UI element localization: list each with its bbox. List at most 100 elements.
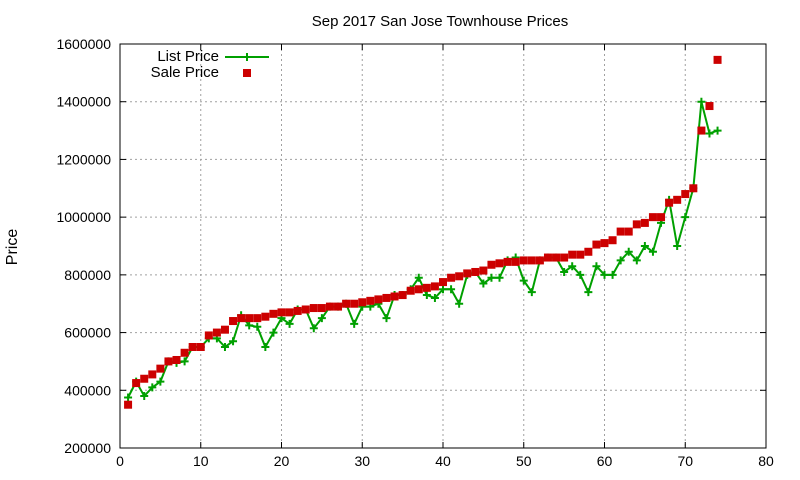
point-list-price: [632, 256, 641, 265]
point-list-price: [156, 377, 165, 386]
point-sale-price: [648, 213, 657, 222]
point-sale-price: [455, 272, 464, 281]
point-list-price: [608, 270, 617, 279]
point-sale-price: [543, 253, 552, 262]
point-sale-price: [309, 304, 318, 313]
point-list-price: [245, 321, 254, 330]
point-sale-price: [511, 257, 520, 266]
point-sale-price: [552, 253, 561, 262]
point-sale-price: [697, 126, 706, 135]
y-tick-label: 600000: [64, 325, 111, 341]
legend: List Price Sale Price: [151, 48, 269, 81]
point-list-price: [350, 319, 359, 328]
point-sale-price: [495, 259, 504, 268]
point-list-price: [317, 314, 326, 323]
point-list-price: [422, 291, 431, 300]
point-sale-price: [479, 266, 488, 275]
point-sale-price: [293, 306, 302, 315]
point-list-price: [439, 285, 447, 294]
point-list-price: [673, 242, 682, 250]
point-sale-price: [657, 213, 666, 222]
point-sale-price: [487, 260, 496, 269]
y-tick-label: 400000: [64, 382, 111, 398]
point-sale-price: [406, 286, 415, 295]
y-axis: 200000 400000 600000 800000 1000000 1200000 14…: [56, 36, 766, 456]
y-tick-label: 1000000: [56, 209, 111, 225]
point-sale-price: [600, 239, 609, 248]
point-sale-price: [447, 273, 456, 282]
point-sale-price: [212, 328, 221, 337]
point-list-price: [430, 293, 439, 302]
point-sale-price: [261, 312, 270, 321]
point-list-price: [124, 393, 133, 402]
point-sale-price: [422, 283, 431, 292]
point-list-price: [455, 299, 464, 308]
point-sale-price: [527, 256, 536, 265]
point-list-price: [447, 285, 456, 294]
point-sale-price: [640, 218, 649, 227]
point-sale-price: [188, 343, 197, 351]
x-tick-label: 0: [116, 453, 124, 469]
point-sale-price: [681, 190, 690, 199]
point-list-price: [560, 267, 569, 276]
legend-item-sale-price: Sale Price: [151, 64, 251, 81]
x-tick-label: 70: [677, 453, 693, 469]
point-sale-price: [673, 195, 682, 204]
point-sale-price: [358, 298, 367, 307]
point-list-price: [309, 324, 318, 333]
y-tick-label: 1600000: [56, 36, 111, 52]
point-sale-price: [277, 308, 286, 317]
point-list-price: [269, 328, 278, 337]
x-tick-label: 30: [354, 453, 370, 469]
point-sale-price: [519, 256, 528, 265]
legend-item-list-price: List Price: [157, 48, 269, 65]
point-sale-price: [342, 299, 351, 308]
point-sale-price: [285, 308, 294, 317]
point-sale-price: [463, 269, 472, 278]
point-sale-price: [624, 227, 633, 236]
y-tick-label: 200000: [64, 440, 111, 456]
point-sale-price: [180, 348, 189, 357]
point-sale-price: [471, 267, 480, 276]
point-sale-price: [229, 317, 238, 326]
point-sale-price: [414, 285, 423, 294]
point-list-price: [495, 273, 504, 282]
point-list-price: [414, 273, 423, 282]
point-sale-price: [140, 374, 149, 383]
x-tick-label: 20: [274, 453, 290, 469]
point-sale-price: [164, 357, 173, 366]
point-list-price: [705, 129, 714, 138]
point-list-price: [220, 343, 229, 351]
point-list-price: [576, 270, 585, 279]
point-sale-price: [535, 256, 544, 265]
point-list-price: [253, 322, 262, 331]
point-sale-price: [503, 257, 512, 266]
point-sale-price: [592, 240, 601, 249]
point-sale-price: [398, 291, 407, 300]
point-sale-price: [616, 227, 625, 236]
x-tick-label: 10: [193, 453, 209, 469]
point-sale-price: [220, 325, 229, 334]
point-list-price: [261, 343, 270, 351]
point-sale-price: [584, 247, 593, 256]
point-sale-price: [374, 295, 383, 304]
point-sale-price: [204, 331, 213, 340]
legend-label-sale-price: Sale Price: [151, 64, 219, 81]
point-list-price: [148, 383, 157, 392]
point-sale-price: [390, 292, 399, 301]
point-sale-price: [560, 253, 569, 262]
point-list-price: [681, 213, 690, 222]
point-list-price: [479, 279, 488, 288]
y-tick-label: 1200000: [56, 151, 111, 167]
point-sale-price: [439, 278, 447, 287]
legend-label-list-price: List Price: [157, 48, 219, 65]
point-list-price: [713, 126, 722, 135]
point-list-price: [568, 262, 577, 271]
point-sale-price: [253, 314, 262, 323]
point-list-price: [584, 288, 593, 297]
point-sale-price: [325, 302, 334, 311]
point-sale-price: [237, 314, 246, 323]
point-list-price: [487, 273, 496, 282]
